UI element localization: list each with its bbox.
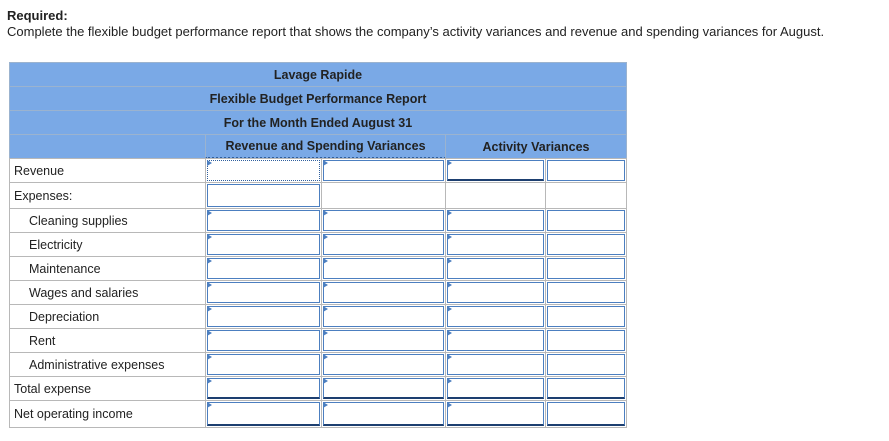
input-cell[interactable] <box>547 258 625 279</box>
input-cell[interactable] <box>207 402 320 426</box>
input-cell[interactable] <box>207 234 320 255</box>
row-label: Wages and salaries <box>9 280 206 305</box>
row-label: Administrative expenses <box>9 352 206 377</box>
row-label: Maintenance <box>9 256 206 281</box>
input-cell[interactable] <box>323 306 444 327</box>
input-marker <box>323 160 328 166</box>
report-title: Lavage Rapide <box>9 62 627 87</box>
header-blank <box>9 134 206 159</box>
input-marker <box>207 234 212 240</box>
input-cell[interactable] <box>323 378 444 399</box>
input-cell[interactable] <box>447 354 544 375</box>
input-cell[interactable] <box>207 378 320 399</box>
row-label: Depreciation <box>9 304 206 329</box>
input-marker <box>447 210 452 216</box>
report-subtitle: Flexible Budget Performance Report <box>9 86 627 111</box>
input-marker <box>207 330 212 336</box>
input-marker <box>447 330 452 336</box>
input-cell[interactable] <box>447 306 544 327</box>
input-marker <box>447 282 452 288</box>
column-header: Activity Variances <box>445 134 627 159</box>
input-marker <box>323 282 328 288</box>
input-marker <box>323 402 328 408</box>
input-marker <box>447 258 452 264</box>
input-marker <box>207 306 212 312</box>
input-marker <box>323 234 328 240</box>
input-cell[interactable] <box>547 354 625 375</box>
input-cell[interactable] <box>207 210 320 231</box>
input-cell[interactable] <box>323 234 444 255</box>
input-cell[interactable] <box>323 402 444 426</box>
input-marker <box>447 160 452 166</box>
input-marker <box>323 210 328 216</box>
input-marker <box>207 210 212 216</box>
row-label: Net operating income <box>9 400 206 428</box>
input-cell[interactable] <box>207 282 320 303</box>
input-cell[interactable] <box>447 234 544 255</box>
input-cell[interactable] <box>323 330 444 351</box>
required-label: Required: <box>7 8 68 23</box>
input-cell[interactable] <box>207 160 320 181</box>
row-label: Total expense <box>9 376 206 401</box>
report-period: For the Month Ended August 31 <box>9 110 627 135</box>
input-cell[interactable] <box>547 210 625 231</box>
input-cell[interactable] <box>547 160 625 181</box>
input-cell[interactable] <box>323 160 444 181</box>
input-marker <box>207 258 212 264</box>
row-label: Electricity <box>9 232 206 257</box>
input-cell[interactable] <box>547 282 625 303</box>
input-marker <box>447 234 452 240</box>
input-cell[interactable] <box>207 184 320 207</box>
input-marker <box>447 378 452 384</box>
input-cell[interactable] <box>323 258 444 279</box>
input-cell[interactable] <box>323 354 444 375</box>
input-marker <box>323 330 328 336</box>
row-label: Cleaning supplies <box>9 208 206 233</box>
input-cell[interactable] <box>447 282 544 303</box>
input-cell[interactable] <box>447 258 544 279</box>
cell <box>445 182 546 209</box>
input-cell[interactable] <box>547 234 625 255</box>
input-marker <box>447 402 452 408</box>
input-marker <box>323 378 328 384</box>
row-label: Rent <box>9 328 206 353</box>
input-cell[interactable] <box>323 282 444 303</box>
input-marker <box>323 354 328 360</box>
input-cell[interactable] <box>447 402 544 426</box>
input-marker <box>207 378 212 384</box>
input-cell[interactable] <box>207 354 320 375</box>
input-marker <box>207 354 212 360</box>
input-cell[interactable] <box>547 378 625 399</box>
input-cell[interactable] <box>547 402 625 426</box>
input-cell[interactable] <box>323 210 444 231</box>
input-marker <box>207 402 212 408</box>
input-cell[interactable] <box>447 210 544 231</box>
input-cell[interactable] <box>207 330 320 351</box>
input-cell[interactable] <box>447 330 544 351</box>
row-label: Expenses: <box>9 182 206 209</box>
input-cell[interactable] <box>547 330 625 351</box>
input-marker <box>207 282 212 288</box>
row-label: Revenue <box>9 158 206 183</box>
cell <box>545 182 627 209</box>
input-cell[interactable] <box>207 258 320 279</box>
input-marker <box>447 354 452 360</box>
input-marker <box>323 306 328 312</box>
input-cell[interactable] <box>207 306 320 327</box>
instruction: Complete the flexible budget performance… <box>7 24 825 39</box>
input-cell[interactable] <box>447 378 544 399</box>
input-cell[interactable] <box>547 306 625 327</box>
input-cell[interactable] <box>447 160 544 181</box>
input-marker <box>447 306 452 312</box>
input-marker <box>323 258 328 264</box>
cell <box>321 182 446 209</box>
input-marker <box>207 160 212 166</box>
column-header: Revenue and Spending Variances <box>205 134 446 159</box>
